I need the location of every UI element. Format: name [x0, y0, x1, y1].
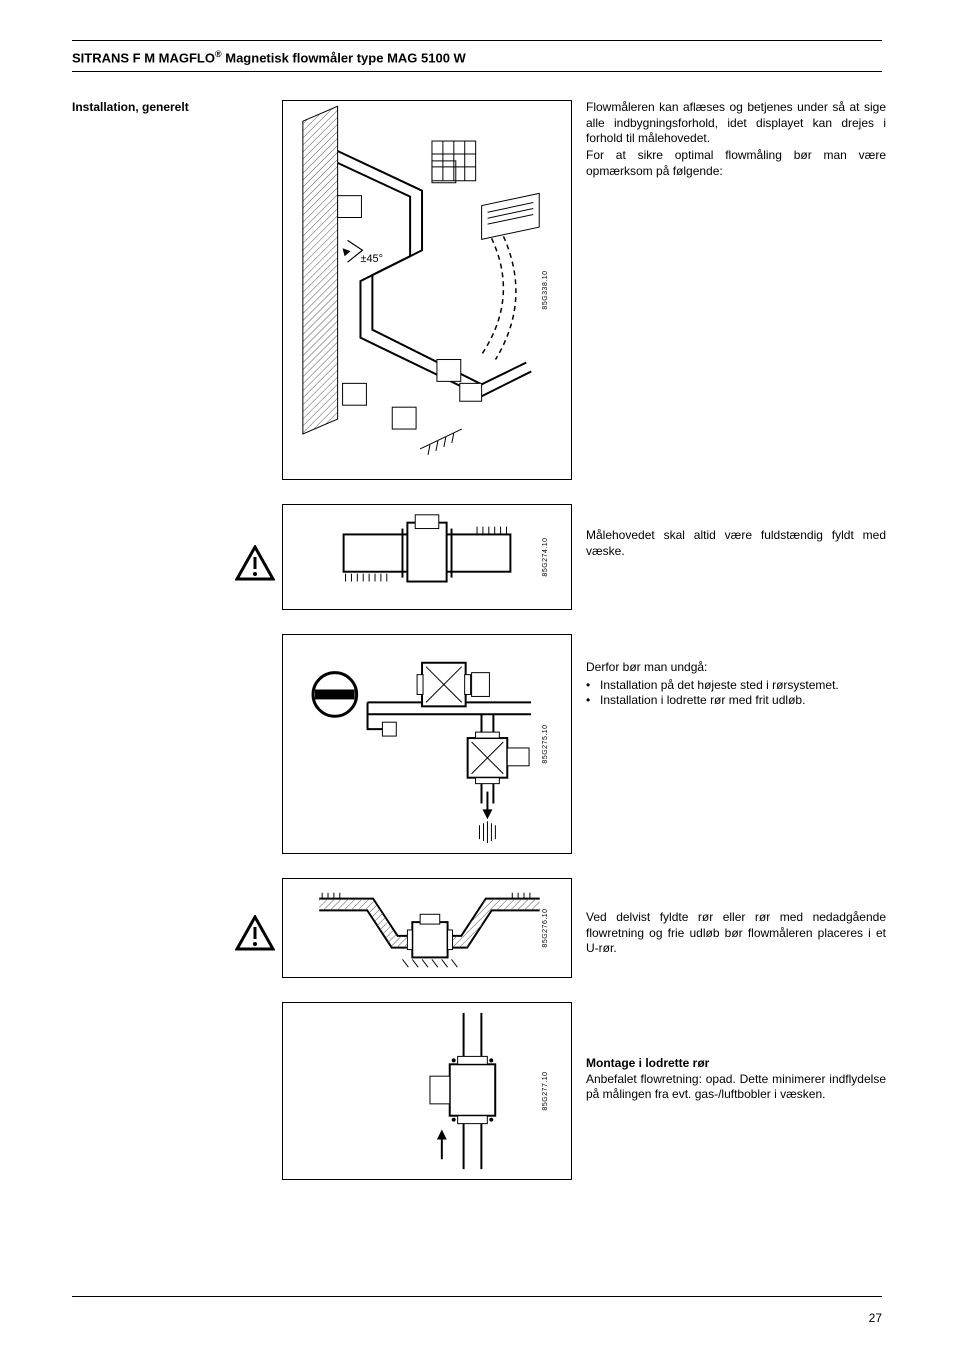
avoid-list: Installation på det højeste sted i rørsy… [586, 678, 839, 709]
warning-icon [235, 545, 275, 581]
warning-icon [235, 915, 275, 951]
heading-5: Montage i lodrette rør [586, 1056, 886, 1071]
para-2-1: Målehovedet skal altid være fuldstændig … [586, 528, 886, 559]
figure-3: 85G275.10 [282, 634, 572, 854]
text-block-4: Ved delvist fyldte rør eller rør med ned… [586, 910, 886, 958]
para-4-1: Ved delvist fyldte rør eller rør med ned… [586, 910, 886, 956]
text-block-1: Flowmåleren kan aflæses og betjenes unde… [586, 100, 886, 181]
para-5-1: Anbefalet flowretning: opad. Dette minim… [586, 1072, 886, 1103]
content-area: Installation, generelt [72, 100, 882, 1250]
figure-5-svg [283, 1003, 571, 1179]
section-label: Installation, generelt [72, 100, 272, 114]
figure-2-svg [283, 505, 571, 609]
list-item: Installation i lodrette rør med frit udl… [586, 693, 839, 708]
figure-5: 85G277.10 [282, 1002, 572, 1180]
para-1-1: Flowmåleren kan aflæses og betjenes unde… [586, 100, 886, 146]
figure-4-svg [283, 879, 571, 977]
figure-1-angle-label: ±45° [360, 254, 382, 266]
figure-5-label: 85G277.10 [542, 1072, 549, 1111]
para-3-lead: Derfor bør man undgå: [586, 660, 839, 675]
text-block-3: Derfor bør man undgå: Installation på de… [586, 660, 839, 708]
text-block-5: Montage i lodrette rør Anbefalet flowret… [586, 1052, 886, 1104]
figure-4: 85G276.10 [282, 878, 572, 978]
text-block-2: Målehovedet skal altid være fuldstændig … [586, 528, 886, 561]
figure-1-label: 85G338.10 [542, 271, 549, 310]
page-number: 27 [869, 1311, 882, 1325]
document-title: SITRANS F M MAGFLO® Magnetisk flowmåler … [72, 41, 882, 71]
title-prefix: SITRANS F M MAGFLO [72, 50, 215, 65]
figure-3-svg [283, 635, 571, 853]
figure-4-label: 85G276.10 [542, 909, 549, 948]
bottom-rule [72, 1296, 882, 1297]
list-item: Installation på det højeste sted i rørsy… [586, 678, 839, 693]
figure-1: ±45° 85G338.10 [282, 100, 572, 480]
registered-icon: ® [215, 49, 222, 59]
title-suffix: Magnetisk flowmåler type MAG 5100 W [222, 50, 466, 65]
figure-1-svg: ±45° [283, 101, 571, 479]
title-rule [72, 71, 882, 72]
figure-2-label: 85G274.10 [542, 538, 549, 577]
diagram-column: ±45° 85G338.10 [282, 100, 572, 1204]
figure-3-label: 85G275.10 [542, 725, 549, 764]
para-1-2: For at sikre optimal flowmåling bør man … [586, 148, 886, 179]
left-column: Installation, generelt [72, 100, 272, 114]
figure-2: 85G274.10 [282, 504, 572, 610]
